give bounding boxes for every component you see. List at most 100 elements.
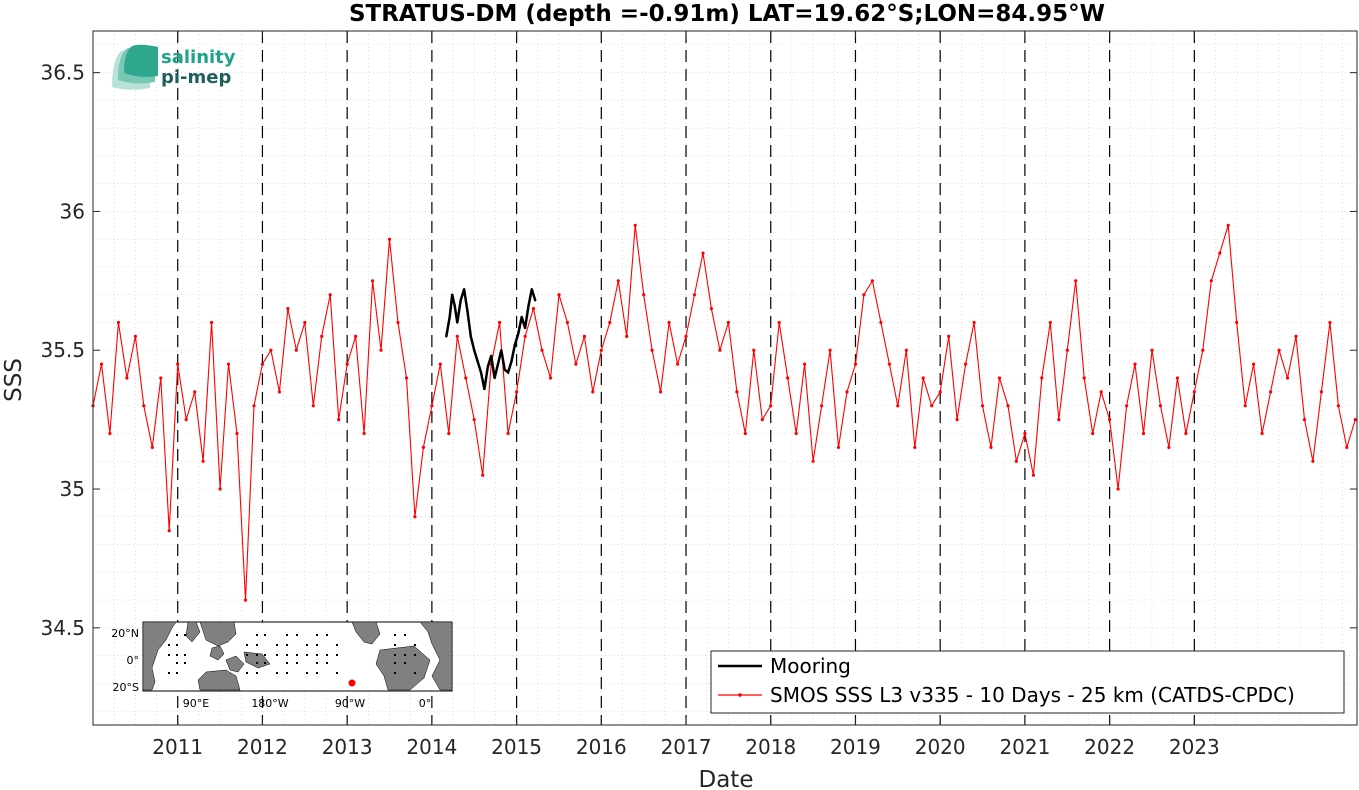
wave-logo-icon: [112, 44, 158, 90]
data-point-smos: [964, 362, 968, 366]
x-tick-label: 2011: [152, 735, 203, 759]
data-point-smos: [557, 293, 561, 297]
data-point-smos: [879, 320, 883, 325]
data-point-smos: [260, 362, 264, 366]
data-point-smos: [1277, 348, 1281, 352]
data-point-smos: [972, 320, 976, 325]
data-point-mooring: [476, 360, 479, 363]
data-point-smos: [328, 293, 332, 297]
buoy-dot: [394, 672, 396, 674]
buoy-dot: [326, 654, 328, 656]
data-point-mooring: [527, 304, 530, 307]
legend-label-mooring: Mooring: [770, 654, 851, 678]
buoy-dot: [296, 634, 298, 636]
data-point-smos: [633, 223, 637, 227]
data-point-smos: [1218, 251, 1222, 255]
data-point-smos: [1294, 334, 1298, 338]
data-point-mooring: [462, 288, 466, 291]
data-point-smos: [320, 334, 324, 338]
x-axis-label: Date: [699, 767, 754, 790]
data-point-smos: [1150, 348, 1154, 352]
data-point-smos: [396, 320, 400, 325]
data-point-smos: [1319, 390, 1323, 394]
buoy-dot: [316, 634, 318, 636]
buoy-dot: [286, 634, 288, 636]
data-point-smos: [498, 320, 502, 325]
series-line-mooring: [445, 288, 537, 390]
y-tick-label: 34.5: [40, 616, 85, 640]
buoy-dot: [394, 662, 396, 664]
x-tick-label: 2020: [915, 735, 966, 759]
buoy-dot: [276, 654, 278, 656]
data-point-smos: [404, 376, 409, 380]
data-point-smos: [387, 237, 392, 241]
inset-map-buoys: [168, 634, 416, 674]
data-point-smos: [718, 348, 722, 352]
data-point-smos: [1023, 431, 1027, 436]
data-point-mooring: [448, 315, 451, 319]
data-point-smos: [159, 376, 163, 380]
data-point-smos: [125, 376, 129, 380]
logo-text-pi-mep: pi-mep: [161, 67, 231, 88]
data-point-smos: [201, 459, 205, 463]
data-point-mooring: [469, 335, 472, 338]
data-point-mooring: [530, 288, 533, 291]
data-point-mooring: [523, 326, 527, 330]
data-point-smos: [862, 293, 866, 297]
buoy-dot: [316, 662, 318, 664]
data-point-smos: [413, 515, 417, 519]
data-point-smos: [1031, 473, 1035, 477]
x-tick-label: 2013: [322, 735, 373, 759]
buoy-dot: [394, 654, 396, 656]
buoy-dot: [276, 644, 278, 646]
data-point-smos: [726, 320, 731, 325]
data-point-smos: [1243, 404, 1247, 408]
data-point-smos: [99, 362, 104, 366]
data-point-smos: [955, 418, 959, 422]
data-point-smos: [913, 445, 917, 449]
data-point-smos: [430, 404, 434, 408]
data-point-smos: [523, 334, 527, 338]
data-point-smos: [438, 362, 442, 366]
data-point-smos: [226, 362, 231, 366]
data-point-smos: [472, 418, 476, 422]
y-tick-label: 36.5: [40, 61, 85, 85]
data-point-smos: [294, 348, 298, 352]
buoy-dot: [404, 634, 406, 636]
data-point-mooring: [456, 321, 459, 324]
inset-map-land: [142, 621, 453, 691]
data-point-smos: [116, 320, 120, 325]
data-point-smos: [692, 293, 697, 297]
data-point-smos: [947, 334, 951, 338]
data-point-smos: [1235, 320, 1239, 325]
data-point-smos: [1141, 431, 1146, 436]
logo-text-salinity: salinity: [161, 47, 236, 68]
buoy-dot: [286, 644, 288, 646]
data-point-smos: [616, 279, 620, 283]
buoy-dot: [286, 662, 288, 664]
data-point-smos: [506, 431, 510, 436]
data-point-smos: [1116, 487, 1120, 491]
map-lat-label-equator: 0°: [127, 654, 140, 667]
data-point-smos: [218, 487, 222, 491]
data-point-smos: [362, 431, 366, 436]
data-point-mooring: [459, 299, 462, 302]
data-point-smos: [921, 376, 925, 380]
x-tick-label: 2014: [406, 735, 457, 759]
map-lat-label-north: 20°N: [111, 627, 139, 640]
axes-box: [92, 30, 1358, 726]
series-line-smos: [92, 225, 1356, 601]
data-point-smos: [642, 293, 646, 297]
buoy-dot: [296, 654, 298, 656]
data-point-smos: [769, 404, 773, 408]
buoy-dot: [404, 662, 406, 664]
data-point-smos: [354, 334, 358, 338]
data-point-smos: [1252, 362, 1256, 366]
data-point-smos: [1091, 431, 1095, 436]
legend-box: [710, 650, 1345, 714]
data-point-smos: [447, 431, 451, 436]
data-point-smos: [108, 431, 112, 436]
data-point-mooring: [503, 368, 506, 371]
inset-map: 20°N 0° 20°S 90°E 180°W 90°W 0°: [111, 621, 453, 710]
data-point-smos: [574, 362, 578, 366]
